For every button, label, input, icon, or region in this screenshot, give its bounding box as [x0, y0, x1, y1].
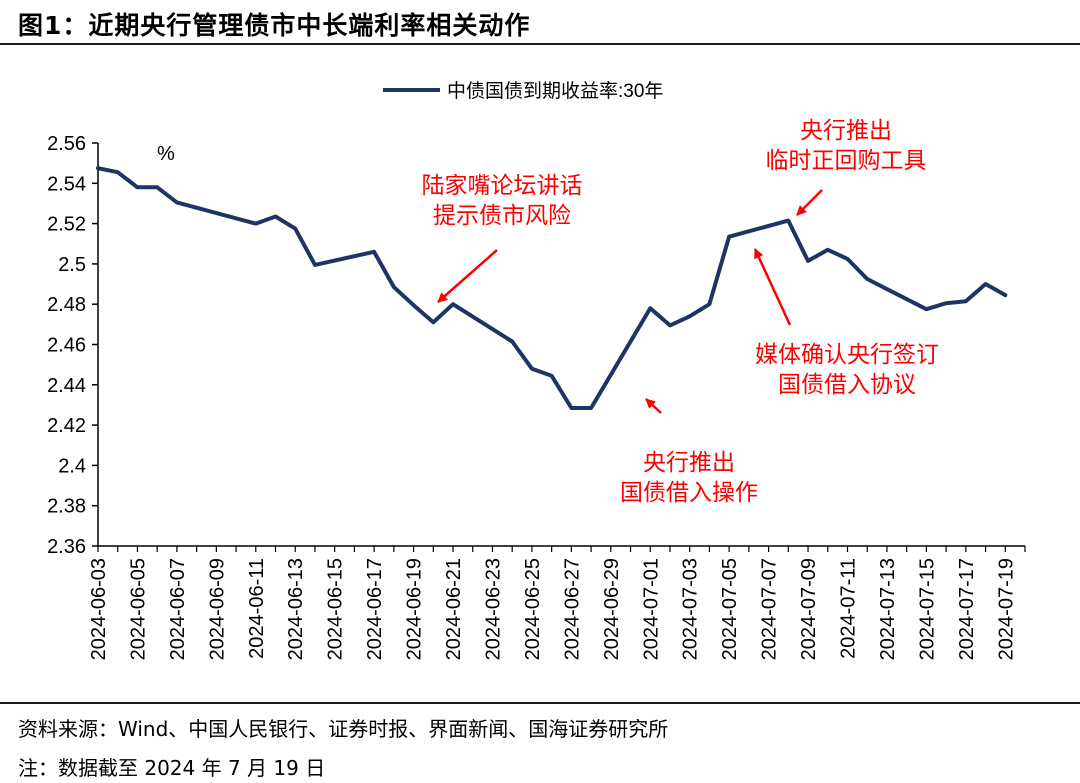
x-tick-label: 2024-06-17 — [364, 558, 386, 660]
date-note: 注：数据截至 2024 年 7 月 19 日 — [18, 756, 326, 780]
annotation-text-media: 媒体确认央行签订 — [755, 341, 939, 367]
chart-series — [96, 166, 1008, 410]
data-point — [451, 302, 455, 306]
y-tick-label: 2.54 — [47, 173, 86, 195]
y-tick-label: 2.42 — [47, 415, 86, 437]
data-point — [648, 306, 652, 310]
x-tick-label: 2024-06-25 — [522, 558, 544, 660]
x-tick-label: 2024-07-15 — [916, 558, 938, 660]
annotation-text-repo-tool: 临时正回购工具 — [766, 147, 927, 173]
x-tick-label: 2024-06-09 — [206, 558, 228, 660]
y-tick-label: 2.56 — [47, 133, 86, 155]
x-tick-label: 2024-06-19 — [404, 558, 426, 660]
data-point — [116, 170, 120, 174]
x-tick-label: 2024-07-01 — [640, 558, 662, 660]
figure-title: 图1：近期央行管理债市中长端利率相关动作 — [18, 11, 531, 40]
source-note: 资料来源：Wind、中国人民银行、证券时报、界面新闻、国海证券研究所 — [18, 717, 669, 741]
x-tick-label: 2024-06-05 — [127, 558, 149, 660]
data-point — [135, 185, 139, 189]
data-point — [175, 200, 179, 204]
data-point — [392, 285, 396, 289]
data-point — [668, 323, 672, 327]
x-tick-label: 2024-07-13 — [877, 558, 899, 660]
bottom-rule — [0, 702, 1080, 704]
chart-axes: 2.56 2.54 2.52 2.5 2.48 2.46 2.44 2.42 2.4 2.38 2.… — [47, 133, 1026, 660]
annotation-arrow-lujiazui — [437, 249, 498, 303]
y-tick-label: 2.52 — [47, 214, 86, 236]
annotation-arrow-bond-ops — [645, 398, 662, 414]
legend-label: 中债国债到期收益率:30年 — [447, 80, 663, 102]
annotation-arrow-repo-tool — [796, 189, 823, 216]
annotation-arrow-media — [753, 248, 792, 326]
data-point — [530, 367, 534, 371]
data-point — [727, 235, 731, 239]
y-tick-label: 2.4 — [58, 455, 86, 477]
x-tick-label: 2024-07-11 — [837, 558, 859, 659]
data-point — [550, 374, 554, 378]
x-tick-label: 2024-06-23 — [482, 558, 504, 660]
line-chart: 2.56 2.54 2.52 2.5 2.48 2.46 2.44 2.42 2.4 2.38 2.… — [47, 80, 1026, 660]
x-tick-label: 2024-07-03 — [680, 558, 702, 660]
data-point — [569, 406, 573, 410]
data-point — [431, 320, 435, 324]
data-point — [589, 406, 593, 410]
data-point — [806, 259, 810, 263]
x-tick-label: 2024-06-03 — [88, 558, 110, 660]
annotation-text-bond-ops: 国债借入操作 — [620, 479, 758, 505]
data-point — [274, 215, 277, 218]
x-tick-label: 2024-06-21 — [443, 558, 465, 660]
data-point — [865, 277, 869, 281]
data-point — [372, 250, 376, 254]
x-tick-label: 2024-06-29 — [601, 558, 623, 660]
data-point — [707, 302, 711, 306]
x-tick-label: 2024-06-27 — [561, 558, 583, 660]
annotation-text-repo-tool: 央行推出 — [800, 117, 892, 143]
y-tick-label: 2.46 — [47, 335, 86, 357]
chart-legend: 中债国债到期收益率:30年 — [383, 80, 663, 102]
x-tick-label: 2024-07-07 — [759, 558, 781, 660]
data-point — [293, 227, 297, 231]
data-point — [924, 307, 928, 311]
x-tick-label: 2024-07-17 — [956, 558, 978, 660]
annotation-text-lujiazui: 陆家嘴论坛讲话 — [422, 172, 583, 198]
data-point — [786, 219, 790, 223]
data-point — [313, 263, 317, 267]
data-point — [254, 222, 258, 226]
data-point — [944, 301, 948, 305]
data-point — [1003, 293, 1007, 297]
data-point — [688, 314, 692, 318]
top-rule — [0, 43, 1080, 45]
chart-annotations: 陆家嘴论坛讲话提示债市风险央行推出国债借入操作媒体确认央行签订国债借入协议央行推… — [422, 117, 940, 505]
data-point — [846, 257, 849, 261]
unit-label: % — [157, 143, 175, 165]
annotation-text-lujiazui: 提示债市风险 — [433, 202, 571, 228]
data-point — [96, 166, 100, 170]
y-tick-label: 2.44 — [47, 375, 86, 397]
x-tick-label: 2024-07-05 — [719, 558, 741, 660]
y-tick-label: 2.38 — [47, 496, 86, 518]
annotation-text-bond-ops: 央行推出 — [643, 449, 735, 475]
data-point — [412, 303, 416, 307]
data-point — [984, 282, 988, 286]
x-tick-label: 2024-06-15 — [325, 558, 347, 660]
x-tick-label: 2024-06-11 — [246, 558, 268, 659]
series-line-30y-yield — [96, 166, 1008, 410]
y-tick-label: 2.5 — [58, 254, 86, 276]
data-point — [964, 299, 968, 303]
data-point — [155, 185, 159, 189]
x-tick-label: 2024-06-07 — [167, 558, 189, 660]
y-tick-label: 2.36 — [47, 536, 86, 558]
x-tick-label: 2024-07-09 — [798, 558, 820, 660]
annotation-text-media: 国债借入协议 — [778, 371, 916, 397]
x-tick-label: 2024-07-19 — [995, 558, 1017, 660]
x-tick-label: 2024-06-13 — [285, 558, 307, 660]
data-point — [510, 340, 514, 343]
y-tick-label: 2.48 — [47, 294, 86, 316]
data-point — [826, 248, 830, 252]
